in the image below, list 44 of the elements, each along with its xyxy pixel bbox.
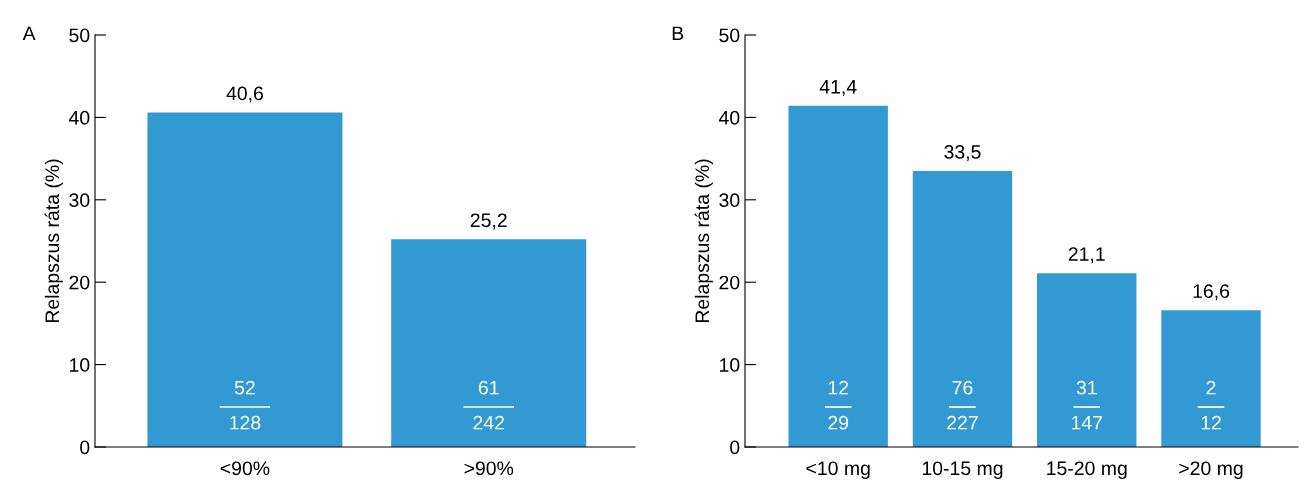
y-tick-label: 40: [718, 110, 740, 125]
x-tick-label: <90%: [220, 461, 270, 476]
y-tick-label: 0: [80, 440, 90, 455]
y-tick-label: 20: [69, 275, 90, 290]
y-axis-title: Relapszus ráta (%): [694, 159, 713, 323]
annotation: 29: [828, 415, 849, 430]
y-axis-title: Relapszus ráta (%): [44, 159, 63, 323]
annotation: 52: [234, 380, 255, 395]
annotation: 227: [947, 415, 978, 430]
bar: [1161, 310, 1261, 447]
x-tick-label: 15-20 mg: [1047, 461, 1127, 480]
bar: [912, 170, 1013, 447]
y-tick-label: 50: [719, 28, 740, 43]
y-tick-label: 0: [730, 440, 740, 455]
y-tick-label: 30: [719, 193, 740, 208]
annotation: 2: [1206, 380, 1216, 395]
data-label: 25,2: [470, 213, 507, 230]
x-tick-label: >20 mg: [1179, 461, 1243, 480]
annotation: 76: [952, 380, 973, 395]
data-label: 21,1: [1068, 247, 1105, 264]
annotation: 242: [473, 415, 504, 430]
chart-title: B: [672, 26, 684, 41]
annotation: 31: [1076, 380, 1097, 395]
bar: [1037, 273, 1137, 447]
annotation: 12: [828, 380, 849, 395]
data-label: 41,4: [819, 80, 857, 96]
data-label: 40,6: [226, 86, 263, 103]
y-tick-label: 40: [68, 110, 90, 125]
y-tick-label: 10: [720, 358, 740, 372]
data-label: 33,5: [944, 145, 981, 162]
x-tick-label: <10 mg: [806, 461, 870, 480]
y-tick-label: 50: [69, 28, 90, 43]
data-label: 16,6: [1193, 284, 1230, 301]
annotation: 128: [230, 415, 261, 430]
annotation: 61: [478, 380, 499, 395]
chart-title: A: [22, 26, 36, 41]
x-tick-label: 10-15 mg: [922, 461, 1003, 480]
x-tick-label: >90%: [464, 461, 514, 476]
bar: [788, 105, 888, 447]
annotation: 147: [1072, 415, 1102, 430]
annotation: 12: [1201, 415, 1221, 430]
y-tick-label: 20: [719, 275, 740, 290]
y-tick-label: 10: [70, 358, 90, 372]
y-tick-label: 30: [69, 193, 90, 208]
